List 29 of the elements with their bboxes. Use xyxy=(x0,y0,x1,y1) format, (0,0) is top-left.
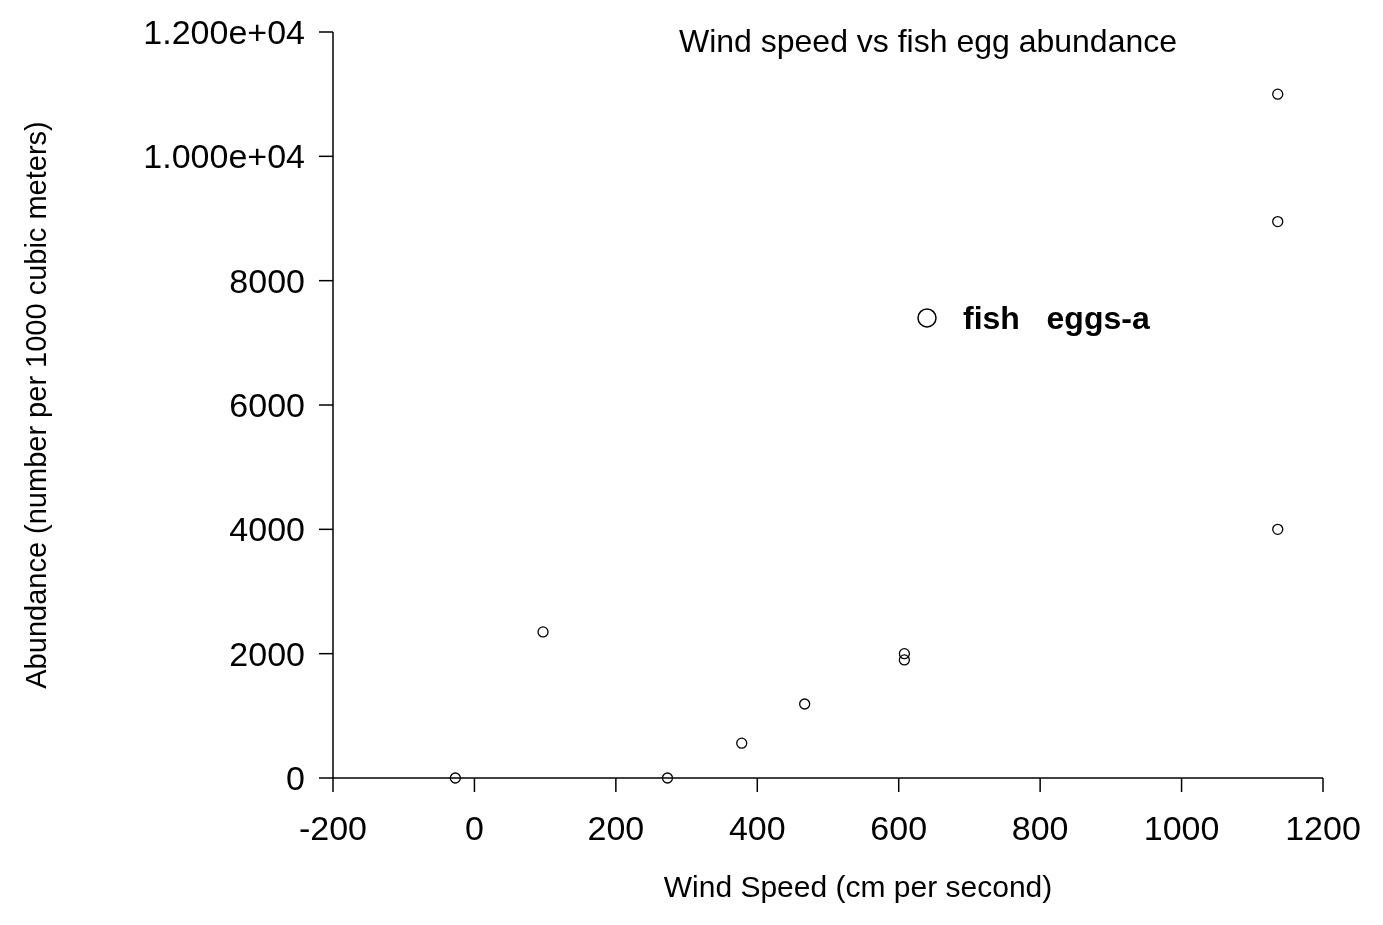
y-tick-label: 0 xyxy=(286,758,305,797)
point xyxy=(1272,523,1284,535)
y-axis-title: Abundance (number per 1000 cubic meters) xyxy=(20,121,52,689)
y-tick-label: 1.200e+04 xyxy=(143,12,305,51)
x-tick-label: 1200 xyxy=(1285,809,1361,847)
y-tick-label: 2000 xyxy=(229,634,305,673)
point xyxy=(898,654,911,666)
y-tick-label: 1.000e+04 xyxy=(143,137,305,176)
chart-title: Wind speed vs fish egg abundance xyxy=(678,23,1178,59)
x-tick-label: 800 xyxy=(1011,809,1069,847)
point xyxy=(661,772,674,784)
point xyxy=(736,737,748,749)
x-tick-label: 200 xyxy=(587,809,645,847)
point xyxy=(898,648,911,660)
y-tick-label: 8000 xyxy=(229,261,305,300)
point xyxy=(449,772,461,784)
legend-label: fish eggs-a xyxy=(963,300,1150,337)
point xyxy=(537,626,549,638)
point xyxy=(1272,88,1284,100)
x-axis-title: Wind Speed (cm per second) xyxy=(663,870,1053,903)
y-tick-label: 6000 xyxy=(229,385,305,424)
x-tick-label: 600 xyxy=(870,809,928,847)
point xyxy=(1272,215,1284,228)
x-tick-label: -200 xyxy=(298,809,368,847)
y-tick-label: 4000 xyxy=(229,510,305,549)
x-tick-label: 400 xyxy=(728,809,786,847)
x-tick-label: 1000 xyxy=(1143,809,1220,847)
point xyxy=(799,698,811,710)
x-tick-label: 0 xyxy=(464,809,484,847)
